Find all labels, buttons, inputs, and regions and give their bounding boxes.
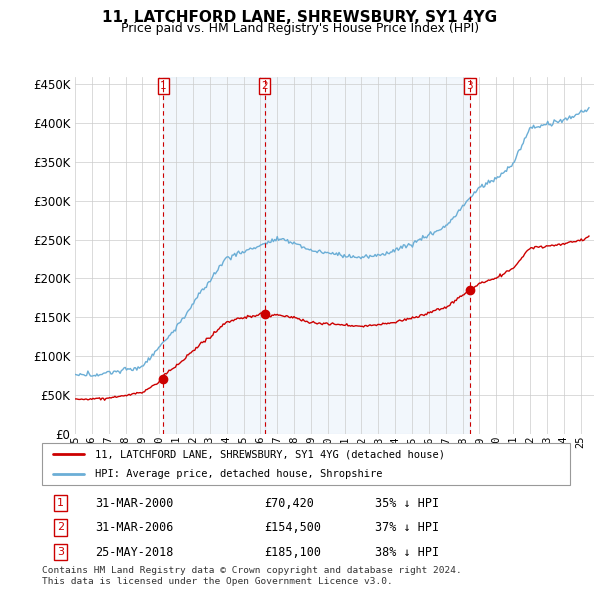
- Text: 37% ↓ HPI: 37% ↓ HPI: [374, 521, 439, 534]
- Text: Contains HM Land Registry data © Crown copyright and database right 2024.: Contains HM Land Registry data © Crown c…: [42, 566, 462, 575]
- Text: Price paid vs. HM Land Registry's House Price Index (HPI): Price paid vs. HM Land Registry's House …: [121, 22, 479, 35]
- Text: 31-MAR-2000: 31-MAR-2000: [95, 497, 173, 510]
- Bar: [265, 77, 470, 434]
- Text: 3: 3: [57, 547, 64, 557]
- Text: 11, LATCHFORD LANE, SHREWSBURY, SY1 4YG: 11, LATCHFORD LANE, SHREWSBURY, SY1 4YG: [103, 10, 497, 25]
- Text: £70,420: £70,420: [264, 497, 314, 510]
- Text: 3: 3: [466, 81, 473, 91]
- Text: 35% ↓ HPI: 35% ↓ HPI: [374, 497, 439, 510]
- Text: 31-MAR-2006: 31-MAR-2006: [95, 521, 173, 534]
- Text: 38% ↓ HPI: 38% ↓ HPI: [374, 546, 439, 559]
- Text: 2: 2: [261, 81, 268, 91]
- Text: 1: 1: [57, 498, 64, 508]
- Text: HPI: Average price, detached house, Shropshire: HPI: Average price, detached house, Shro…: [95, 470, 382, 479]
- Bar: [163, 77, 265, 434]
- Text: 1: 1: [160, 81, 167, 91]
- Text: £185,100: £185,100: [264, 546, 321, 559]
- Text: This data is licensed under the Open Government Licence v3.0.: This data is licensed under the Open Gov…: [42, 577, 393, 586]
- Text: £154,500: £154,500: [264, 521, 321, 534]
- Text: 11, LATCHFORD LANE, SHREWSBURY, SY1 4YG (detached house): 11, LATCHFORD LANE, SHREWSBURY, SY1 4YG …: [95, 450, 445, 460]
- Text: 25-MAY-2018: 25-MAY-2018: [95, 546, 173, 559]
- Text: 2: 2: [57, 522, 64, 532]
- FancyBboxPatch shape: [42, 442, 570, 485]
